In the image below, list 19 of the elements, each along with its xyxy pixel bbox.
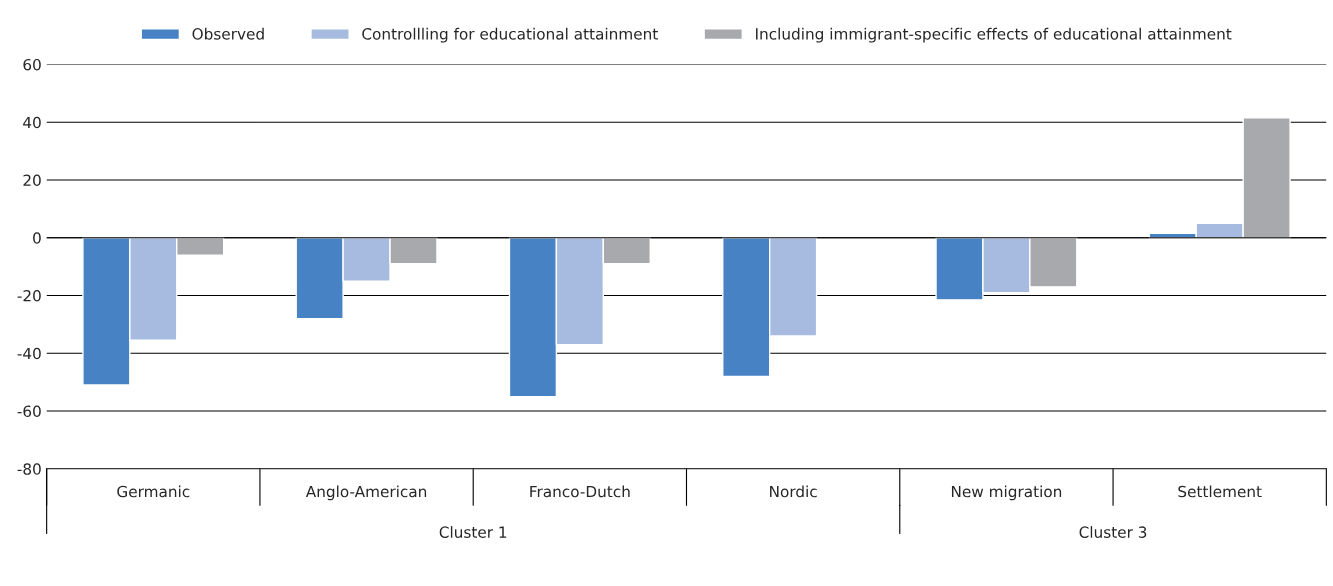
- y-tick-label: -80: [17, 463, 41, 475]
- legend-label: Including immigrant-specific effects of educational attainment: [756, 27, 1232, 43]
- x-tick-label: New migration: [951, 485, 1062, 501]
- text: Cluster 3: [1079, 526, 1147, 538]
- x-tick-label: Nordic: [770, 485, 817, 498]
- y-tick-label: -60: [17, 405, 41, 418]
- y-tick-label: 60: [23, 58, 41, 71]
- legend-label: Observed: [192, 27, 264, 40]
- legend-label: Controllling for educational attainment: [362, 27, 658, 43]
- x-tick-label: Franco-Dutch: [530, 485, 630, 498]
- x-tick-label: Settlement: [1178, 485, 1262, 498]
- x-tick-label: Germanic: [117, 485, 190, 498]
- y-tick-label: 0: [33, 232, 41, 244]
- y-tick-label: 20: [23, 174, 41, 187]
- y-tick-label: -40: [17, 347, 41, 360]
- y-tick-label: -20: [17, 289, 41, 302]
- y-tick-label: 40: [23, 116, 41, 129]
- text: Cluster 1: [439, 526, 507, 538]
- x-tick-label: Anglo-American: [305, 485, 427, 501]
